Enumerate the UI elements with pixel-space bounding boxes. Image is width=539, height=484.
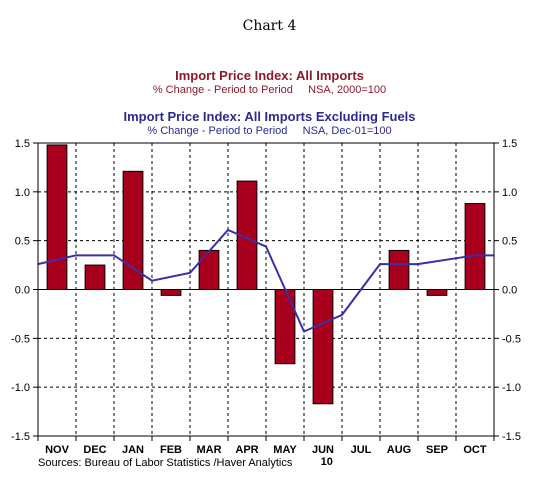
- bar: [426, 289, 448, 296]
- y-axis-right: 1.5 1.0 0.5 0.0 -0.5 -1.0 -1.5: [502, 138, 521, 443]
- bar: [160, 289, 182, 296]
- grid-lines: [38, 143, 494, 436]
- y-tick-label: 0.5: [15, 236, 30, 248]
- axis-ticks: [33, 142, 499, 441]
- y-tick-label: 1.0: [502, 187, 517, 199]
- chart-subtitle: % Change - Period to Period NSA, 2000=10…: [152, 84, 387, 96]
- y-tick-label: -1.0: [502, 382, 521, 394]
- x-tick-label: JUL: [351, 444, 372, 456]
- chart-number: Chart 4: [242, 18, 297, 34]
- x-tick-label: OCT: [463, 444, 487, 456]
- x-tick-label: SEP: [426, 444, 448, 456]
- x-axis: NOV DEC JAN FEB MAR APR MAY JUN JUL AUG SEP OCT: [45, 444, 487, 456]
- line-path: [37, 228, 494, 333]
- y-axis-left: 1.5 1.0 0.5 0.0 -0.5 -1.0 -1.5: [11, 138, 30, 443]
- x-tick-label: JUN: [312, 444, 334, 456]
- y-tick-label: -1.0: [11, 382, 30, 394]
- chart-title-secondary: Import Price Index: All Imports Excludin…: [123, 109, 416, 124]
- x-tick-label: DEC: [83, 444, 106, 456]
- x-tick-label: FEB: [160, 444, 182, 456]
- y-tick-label: 1.5: [502, 138, 517, 150]
- y-tick-label: 1.0: [15, 187, 30, 199]
- y-tick-label: -1.5: [11, 431, 30, 443]
- x-year-label: 10: [321, 456, 333, 468]
- bar: [312, 289, 334, 405]
- y-tick-label: -0.5: [502, 333, 521, 345]
- x-tick-label: AUG: [387, 444, 411, 456]
- x-tick-label: JAN: [122, 444, 144, 456]
- x-tick-label: APR: [235, 444, 258, 456]
- x-tick-label: NOV: [45, 444, 70, 456]
- line-series: [37, 228, 494, 333]
- bar: [84, 264, 106, 291]
- y-tick-label: 0.0: [15, 285, 30, 297]
- bar-series: [46, 144, 486, 405]
- bar: [236, 180, 258, 290]
- x-tick-label: MAY: [273, 444, 297, 456]
- y-tick-label: 1.5: [15, 138, 30, 150]
- y-tick-label: -0.5: [11, 333, 30, 345]
- x-tick-label: MAR: [196, 444, 221, 456]
- y-tick-label: -1.5: [502, 431, 521, 443]
- bar: [388, 249, 410, 290]
- bar: [198, 249, 220, 290]
- y-tick-label: 0.5: [502, 236, 517, 248]
- bar: [274, 289, 296, 365]
- bar: [464, 203, 486, 290]
- bar: [122, 170, 144, 290]
- chart-title: Import Price Index: All Imports: [175, 68, 364, 83]
- chart-subtitle-secondary: % Change - Period to Period NSA, Dec-01=…: [147, 125, 392, 137]
- bar: [46, 144, 68, 290]
- source-note: Sources: Bureau of Labor Statistics /Hav…: [38, 457, 293, 469]
- y-tick-label: 0.0: [502, 285, 517, 297]
